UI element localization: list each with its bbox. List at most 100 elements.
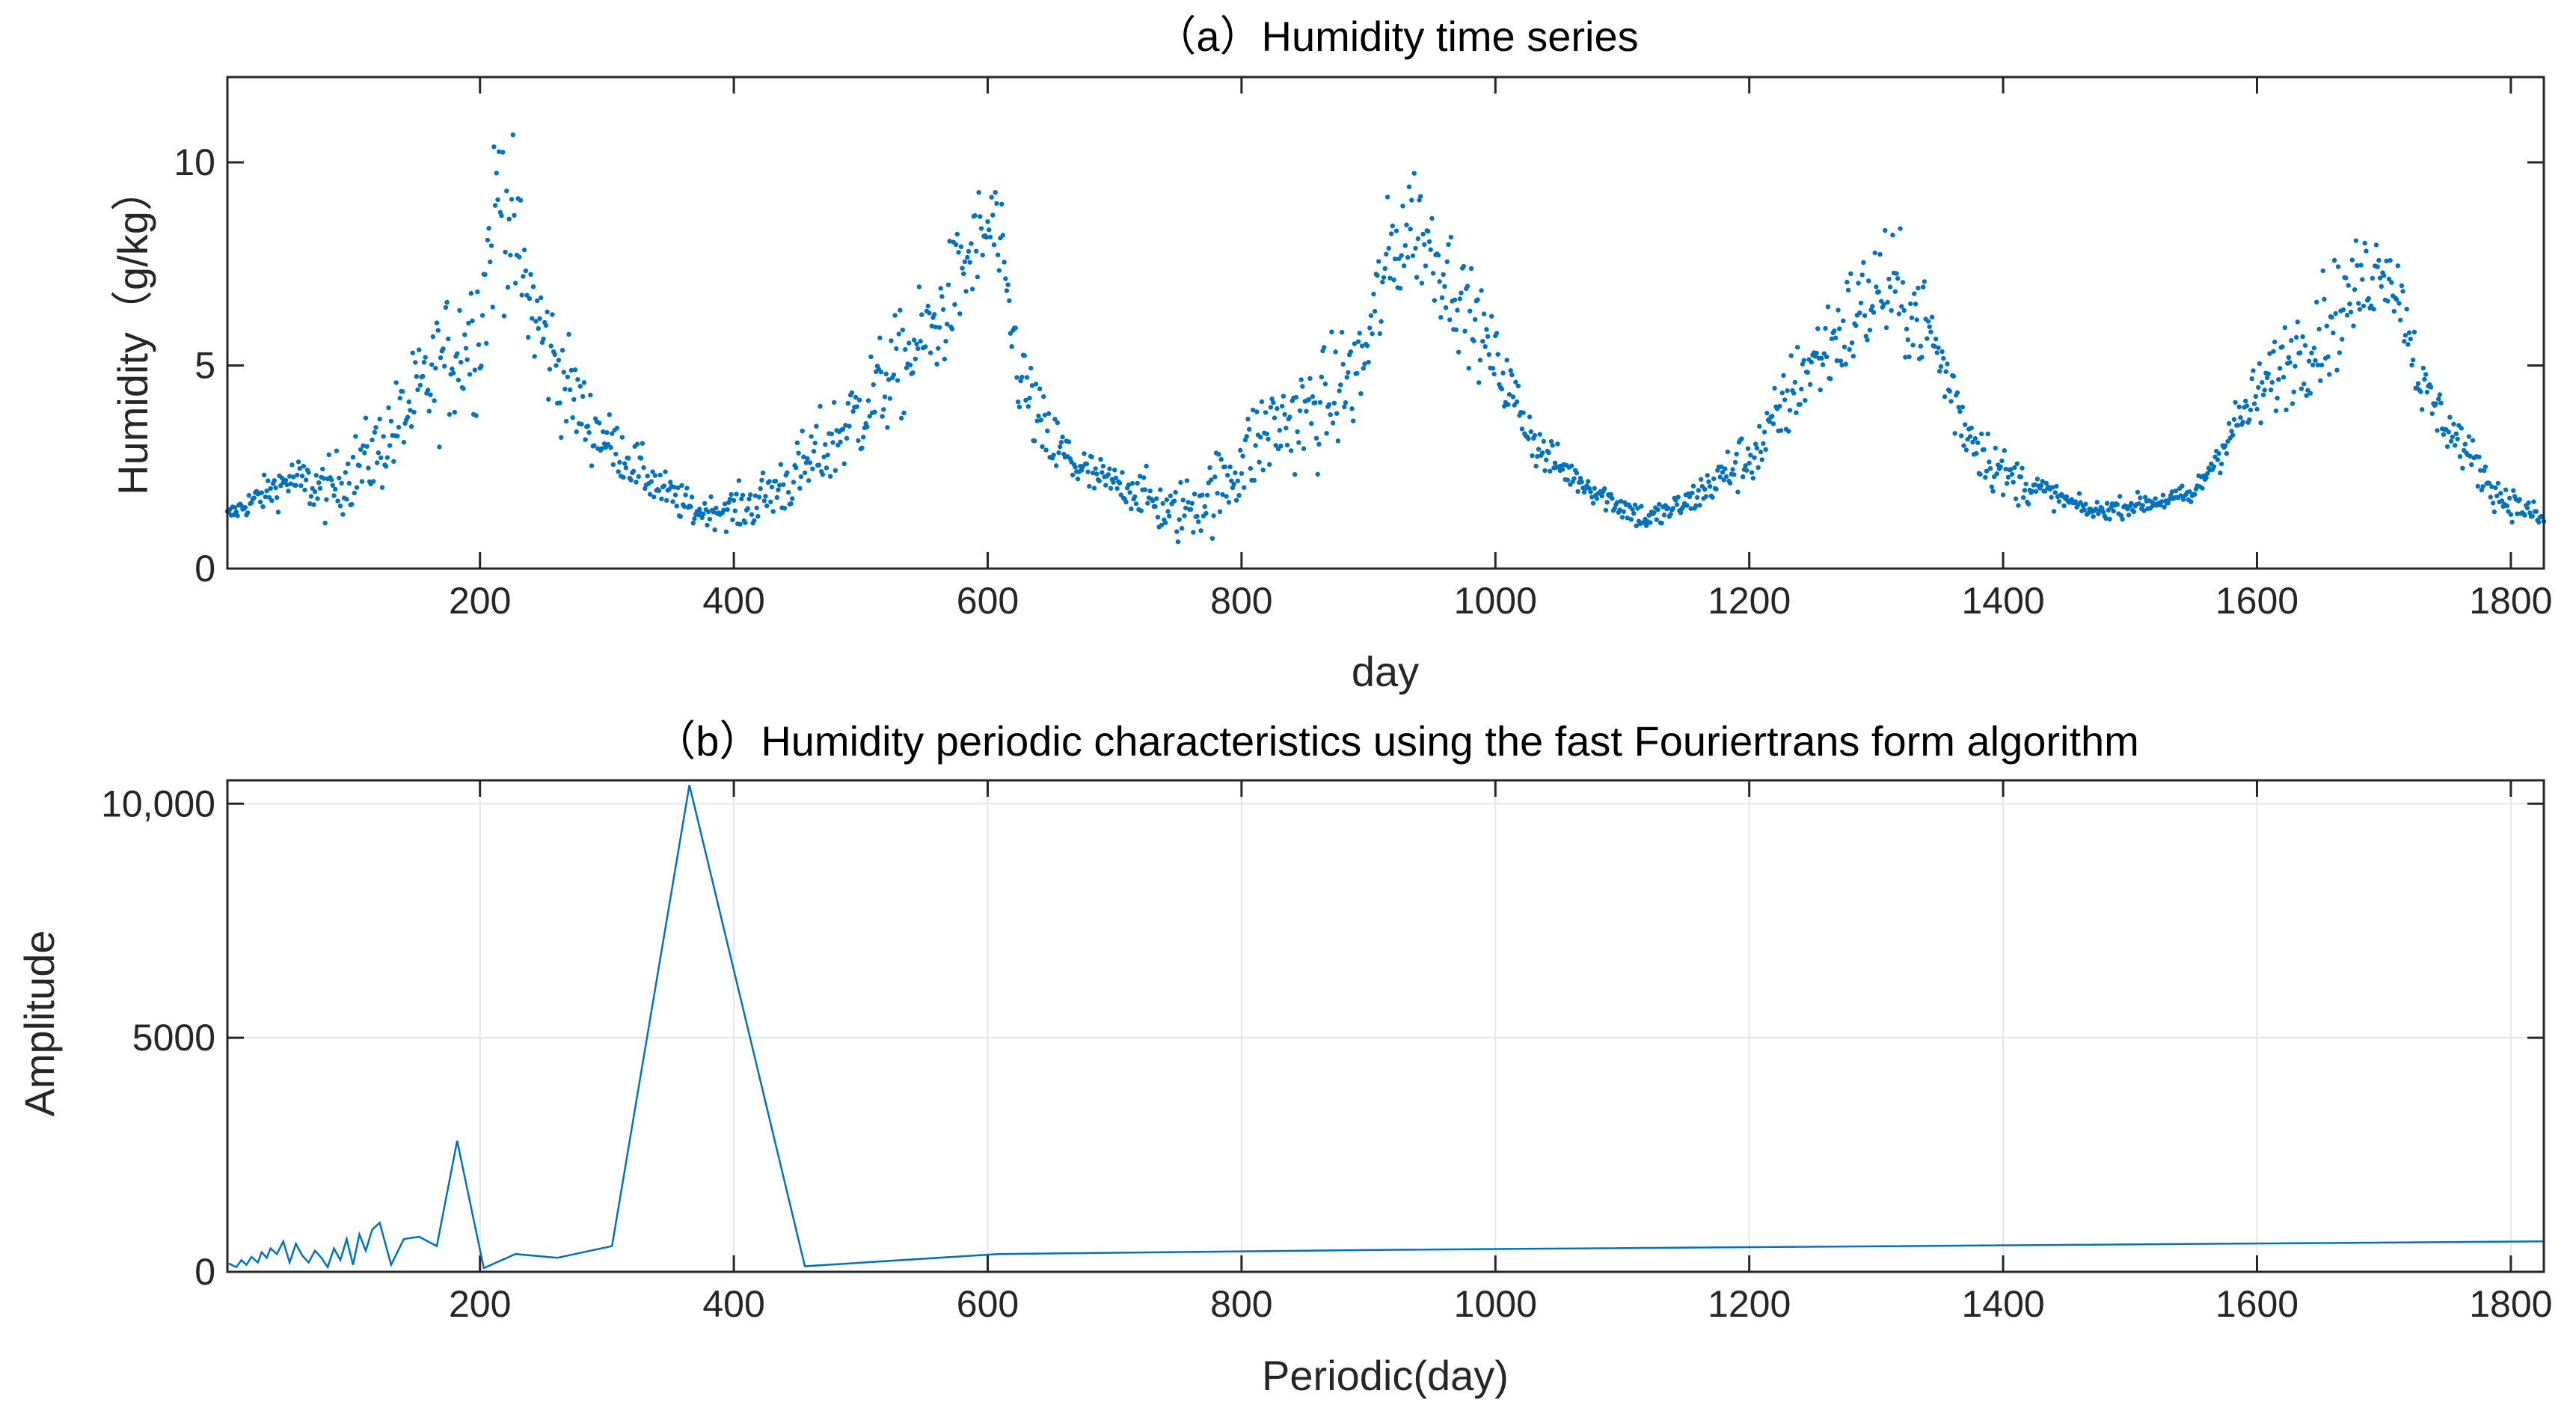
humidity-point <box>1608 492 1613 497</box>
humidity-point <box>1160 501 1165 506</box>
humidity-point <box>1292 472 1298 477</box>
humidity-point <box>2370 275 2376 281</box>
humidity-point <box>1952 431 1957 436</box>
humidity-point <box>2358 263 2364 268</box>
humidity-point <box>1815 326 1821 331</box>
humidity-point <box>1770 421 1776 426</box>
humidity-point <box>1849 340 1855 346</box>
humidity-point <box>340 512 346 517</box>
humidity-point <box>1588 489 1593 495</box>
humidity-point <box>1759 457 1764 462</box>
humidity-point <box>420 373 426 379</box>
humidity-point <box>1883 325 1889 331</box>
humidity-point <box>1989 484 1994 489</box>
humidity-point <box>1799 386 1804 392</box>
humidity-point <box>1874 284 1879 290</box>
humidity-point <box>664 498 669 503</box>
humidity-point <box>1809 359 1814 365</box>
humidity-point <box>414 374 420 379</box>
humidity-point <box>2076 491 2082 496</box>
humidity-point <box>1829 336 1835 341</box>
humidity-point <box>769 484 775 490</box>
humidity-point <box>1230 485 1236 491</box>
humidity-point <box>2364 248 2369 254</box>
humidity-point <box>1800 361 1806 367</box>
humidity-point <box>1029 383 1035 388</box>
humidity-point <box>938 286 943 291</box>
humidity-point <box>1422 242 1427 247</box>
humidity-point <box>1508 368 1513 373</box>
humidity-point <box>925 303 930 309</box>
humidity-point <box>2511 488 2516 493</box>
humidity-point <box>768 499 773 505</box>
humidity-point <box>1579 479 1584 485</box>
humidity-point <box>568 387 573 393</box>
humidity-point <box>1823 325 1828 331</box>
humidity-point <box>1476 380 1482 385</box>
humidity-point <box>957 311 963 316</box>
humidity-point <box>755 513 761 519</box>
humidity-point <box>570 415 575 420</box>
humidity-point <box>583 437 588 442</box>
humidity-point <box>2266 371 2271 376</box>
humidity-point <box>984 235 990 240</box>
humidity-point <box>1755 465 1761 471</box>
humidity-point <box>1909 315 1915 320</box>
humidity-point <box>372 429 378 435</box>
humidity-point <box>2398 317 2403 322</box>
humidity-point <box>2020 465 2025 471</box>
humidity-point <box>2056 499 2061 504</box>
humidity-point <box>1222 464 1228 470</box>
humidity-point <box>2438 400 2444 405</box>
humidity-point <box>1372 309 1378 314</box>
humidity-point <box>291 474 296 480</box>
humidity-point <box>2226 420 2232 426</box>
humidity-point <box>306 470 311 475</box>
humidity-point <box>432 398 437 403</box>
panel-b-x-tick-label: 1000 <box>1454 1283 1537 1325</box>
humidity-point <box>565 374 570 379</box>
humidity-point <box>2480 484 2485 489</box>
humidity-point <box>1127 490 1132 495</box>
humidity-point <box>1129 506 1134 512</box>
humidity-point <box>599 446 604 451</box>
humidity-point <box>1841 344 1847 349</box>
humidity-point <box>827 474 833 479</box>
humidity-point <box>2248 407 2254 413</box>
humidity-point <box>929 323 935 328</box>
humidity-point <box>1832 328 1837 334</box>
humidity-point <box>1120 470 1125 475</box>
humidity-point <box>2100 506 2105 511</box>
humidity-point <box>1978 471 1983 477</box>
humidity-point <box>2468 453 2473 459</box>
humidity-point <box>2433 401 2438 406</box>
humidity-point <box>1058 440 1064 445</box>
humidity-point <box>446 336 451 342</box>
humidity-point <box>1668 512 1673 517</box>
humidity-point <box>1757 423 1762 429</box>
humidity-point <box>1333 349 1338 355</box>
humidity-point <box>1963 447 1969 453</box>
humidity-point <box>1257 459 1262 465</box>
humidity-point <box>1273 443 1278 448</box>
humidity-point <box>1162 520 1168 525</box>
humidity-point <box>1384 195 1390 200</box>
humidity-point <box>2262 388 2267 393</box>
humidity-point <box>545 309 550 315</box>
humidity-point <box>1212 474 1218 480</box>
humidity-point <box>601 441 607 447</box>
humidity-point <box>1908 301 1913 307</box>
humidity-point <box>470 318 475 324</box>
humidity-point <box>1455 307 1460 313</box>
humidity-point <box>689 495 695 500</box>
humidity-point <box>395 433 400 438</box>
humidity-point <box>2470 438 2476 443</box>
humidity-point <box>797 486 803 491</box>
humidity-point <box>995 252 1001 257</box>
humidity-point <box>1100 470 1105 475</box>
humidity-point <box>613 451 619 457</box>
humidity-point <box>936 325 942 330</box>
humidity-point <box>1043 447 1049 453</box>
humidity-point <box>523 268 528 274</box>
humidity-point <box>1961 443 1966 448</box>
